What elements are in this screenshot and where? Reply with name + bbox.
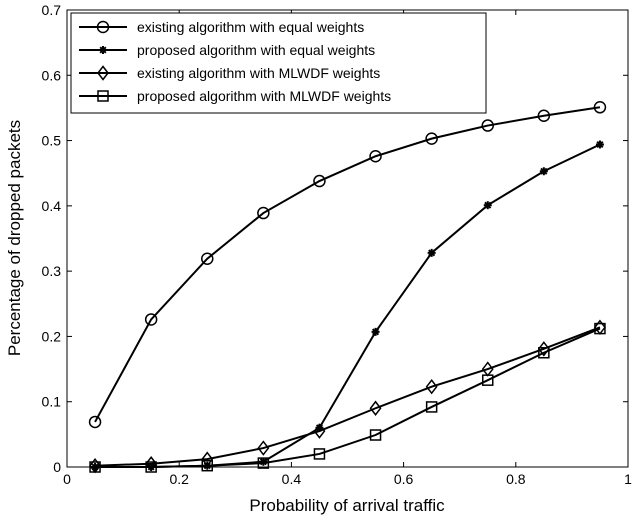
asterisk-marker (427, 248, 436, 257)
legend-label: proposed algorithm with equal weights (137, 42, 375, 58)
circle-marker (369, 149, 382, 163)
square-marker (313, 448, 326, 460)
x-tick-label: 0.2 (169, 471, 189, 487)
x-tick-label: 1 (624, 471, 632, 487)
square-marker (594, 322, 606, 335)
diamond-marker (537, 341, 550, 357)
diamond-marker (369, 400, 382, 416)
legend-item: existing algorithm with equal weights (79, 19, 364, 35)
x-tick-label: 0.6 (394, 471, 414, 487)
square-marker (369, 429, 382, 441)
y-axis-label: Percentage of dropped packets (5, 120, 24, 356)
series-4 (89, 322, 606, 473)
series-3 (89, 319, 606, 474)
circle-marker (257, 206, 270, 220)
x-tick-label: 0.8 (506, 471, 526, 487)
circle-marker (313, 174, 326, 188)
legend: existing algorithm with equal weights pro… (70, 12, 487, 114)
square-marker (89, 461, 101, 473)
legend-label: proposed algorithm with MLWDF weights (137, 88, 391, 104)
circle-marker (96, 20, 110, 34)
y-tick-label: 0 (53, 459, 61, 475)
y-tick-label: 0.7 (42, 2, 62, 18)
legend-box (70, 12, 487, 114)
series-1 (88, 101, 607, 429)
axis-ticks: 0 0.2 0.4 0.6 0.8 1 0 0.1 0.2 0.3 0.4 0.5 0.6 0.7 (42, 2, 633, 487)
square-marker (97, 90, 109, 102)
x-tick-label: 0.4 (282, 471, 302, 487)
x-axis-label: Probability of arrival traffic (249, 496, 445, 515)
asterisk-marker (595, 140, 604, 149)
diamond-marker (313, 423, 326, 439)
series-line (95, 327, 601, 468)
circle-marker (201, 252, 214, 265)
legend-label: existing algorithm with MLWDF weights (137, 65, 380, 81)
circle-marker (144, 313, 158, 326)
legend-item: proposed algorithm with MLWDF weights (79, 88, 391, 104)
circle-marker (537, 109, 551, 123)
circle-marker (425, 132, 438, 145)
y-tick-label: 0.4 (42, 198, 62, 214)
asterisk-marker (99, 46, 107, 54)
series-line (94, 106, 601, 423)
legend-item: proposed algorithm with equal weights (79, 42, 375, 58)
asterisk-marker (371, 327, 380, 336)
diamond-marker (257, 440, 270, 456)
plot-frame (66, 9, 629, 468)
y-tick-label: 0.2 (42, 328, 62, 344)
asterisk-marker (539, 167, 548, 176)
circle-marker (88, 415, 102, 429)
series-layer (88, 101, 607, 474)
y-tick-label: 0.6 (42, 67, 62, 83)
y-tick-label: 0.3 (42, 263, 62, 279)
square-marker (201, 459, 213, 472)
series-2 (91, 140, 604, 471)
y-tick-label: 0.1 (42, 394, 62, 410)
square-marker (145, 461, 157, 473)
square-marker (538, 347, 550, 359)
series-line (95, 326, 601, 467)
circle-marker (593, 101, 607, 114)
circle-marker (481, 119, 494, 132)
diamond-marker (97, 65, 109, 81)
square-marker (425, 401, 438, 413)
square-marker (257, 457, 270, 469)
diamond-marker (425, 378, 438, 395)
legend-item: existing algorithm with MLWDF weights (79, 65, 380, 81)
asterisk-marker (483, 201, 492, 210)
legend-label: existing algorithm with equal weights (137, 19, 364, 35)
y-tick-label: 0.5 (42, 133, 62, 149)
square-marker (482, 374, 494, 386)
x-tick-label: 0 (63, 471, 71, 487)
